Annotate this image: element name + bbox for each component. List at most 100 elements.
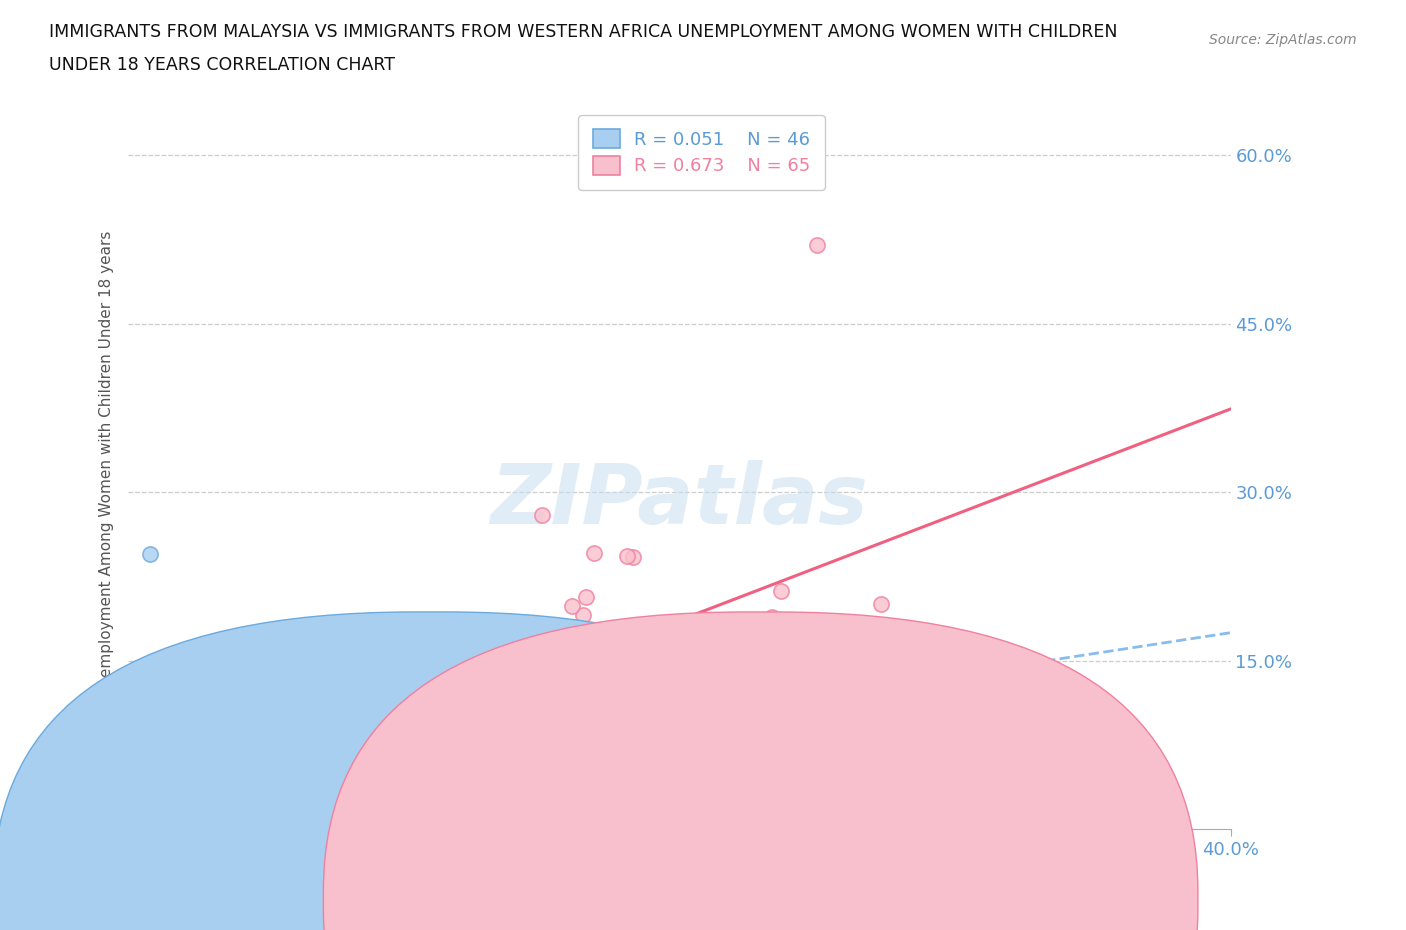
- Point: [186, 818, 208, 833]
- Point: [162, 788, 184, 803]
- Point: [139, 767, 162, 782]
- Point: [621, 550, 644, 565]
- Point: [146, 789, 169, 804]
- Point: [146, 783, 169, 798]
- Point: [194, 764, 217, 779]
- Point: [263, 665, 285, 680]
- Point: [159, 770, 181, 785]
- Point: [374, 674, 396, 689]
- Point: [484, 653, 506, 668]
- Point: [697, 684, 720, 699]
- Point: [513, 643, 536, 658]
- Point: [120, 761, 142, 776]
- Point: [124, 740, 146, 755]
- Point: [127, 822, 149, 837]
- Point: [152, 807, 174, 822]
- Point: [166, 739, 188, 754]
- Point: [308, 740, 330, 755]
- Point: [124, 785, 146, 800]
- Point: [516, 746, 538, 761]
- Point: [538, 717, 561, 732]
- Point: [190, 777, 212, 792]
- Point: [177, 704, 200, 719]
- Point: [150, 786, 173, 801]
- Point: [129, 794, 152, 809]
- Text: UNDER 18 YEARS CORRELATION CHART: UNDER 18 YEARS CORRELATION CHART: [49, 56, 395, 73]
- Point: [222, 731, 245, 746]
- Point: [118, 775, 141, 790]
- Point: [806, 237, 828, 252]
- Point: [207, 762, 229, 777]
- Point: [121, 775, 143, 790]
- Point: [329, 732, 352, 747]
- Point: [131, 755, 153, 770]
- Point: [903, 704, 925, 719]
- Point: [150, 806, 173, 821]
- Point: [572, 608, 595, 623]
- Point: [575, 590, 598, 604]
- Point: [524, 667, 547, 682]
- Y-axis label: Unemployment Among Women with Children Under 18 years: Unemployment Among Women with Children U…: [100, 231, 114, 698]
- Point: [434, 630, 457, 644]
- Point: [150, 738, 173, 753]
- Point: [530, 507, 553, 522]
- Point: [561, 599, 583, 614]
- Point: [139, 742, 162, 757]
- Point: [761, 609, 783, 624]
- Point: [274, 698, 297, 712]
- Point: [122, 697, 145, 711]
- Point: [117, 769, 139, 784]
- Point: [146, 760, 169, 775]
- Point: [291, 716, 314, 731]
- Point: [456, 631, 478, 645]
- Point: [172, 710, 194, 724]
- Point: [129, 736, 152, 751]
- Point: [139, 547, 162, 562]
- Point: [121, 760, 143, 775]
- Point: [582, 545, 605, 560]
- Point: [128, 814, 150, 829]
- Point: [257, 766, 280, 781]
- Point: [152, 805, 174, 820]
- Point: [381, 687, 404, 702]
- Point: [136, 727, 159, 742]
- Point: [235, 717, 257, 732]
- Point: [118, 785, 141, 800]
- Point: [180, 785, 202, 800]
- Point: [152, 705, 174, 720]
- Point: [128, 785, 150, 800]
- Point: [666, 661, 689, 676]
- Point: [124, 784, 146, 799]
- Point: [770, 584, 793, 599]
- Point: [118, 764, 141, 779]
- Point: [224, 763, 246, 777]
- Point: [231, 689, 253, 704]
- Text: ZIPatlas: ZIPatlas: [491, 460, 869, 541]
- Point: [344, 726, 367, 741]
- Point: [125, 801, 148, 816]
- Point: [553, 740, 575, 755]
- Point: [567, 638, 589, 653]
- Point: [183, 688, 205, 703]
- Point: [125, 746, 148, 761]
- Point: [120, 737, 142, 751]
- Point: [318, 737, 340, 752]
- Point: [121, 804, 143, 818]
- Point: [211, 760, 233, 775]
- Point: [530, 694, 553, 709]
- Point: [870, 596, 893, 611]
- Point: [207, 784, 229, 799]
- Text: Immigrants from Western Africa: Immigrants from Western Africa: [785, 891, 1050, 910]
- Point: [218, 764, 240, 778]
- Point: [212, 702, 235, 717]
- Point: [131, 736, 153, 751]
- Point: [496, 703, 519, 718]
- Point: [218, 746, 240, 761]
- Point: [278, 766, 301, 781]
- Text: Source: ZipAtlas.com: Source: ZipAtlas.com: [1209, 33, 1357, 46]
- Point: [118, 757, 141, 772]
- Point: [284, 778, 307, 793]
- Point: [264, 800, 287, 815]
- Point: [156, 695, 179, 710]
- Point: [375, 724, 398, 738]
